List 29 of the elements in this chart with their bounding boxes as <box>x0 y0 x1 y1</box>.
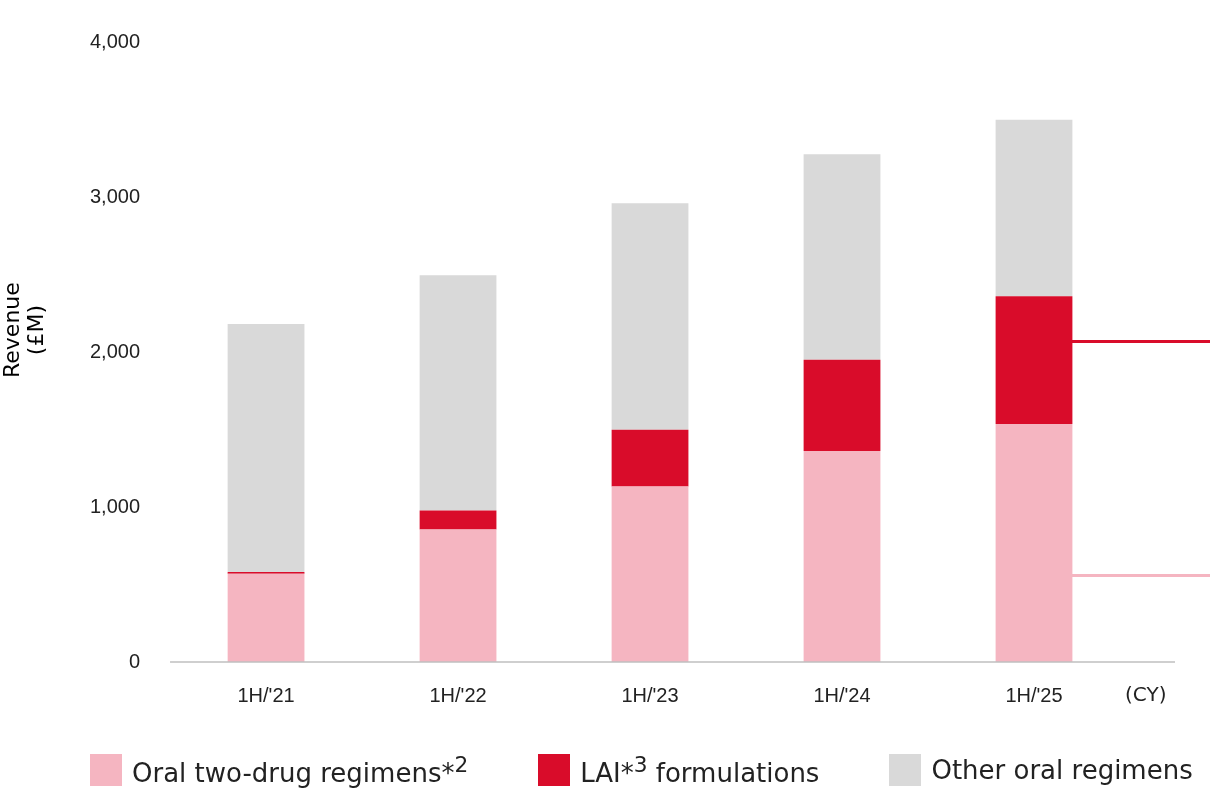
x-tick-label: 1H/'21 <box>237 683 295 706</box>
bar <box>611 203 689 430</box>
x-tick-label: 1H/'25 <box>1005 683 1063 706</box>
legend-label: LAI*$^{3}$ formulations <box>580 752 820 788</box>
x-tick-label: 1H/'22 <box>429 683 487 706</box>
legend-label: Oral two-drug regimens*$^{2}$ <box>132 752 469 788</box>
bar <box>419 510 497 530</box>
y-tick-label: 4,000 <box>89 29 141 52</box>
y-tick-label: 0 <box>128 649 141 672</box>
bar <box>803 450 881 662</box>
bar <box>611 429 689 487</box>
bar <box>995 296 1073 424</box>
y-tick-label: 2,000 <box>89 339 141 362</box>
bar <box>611 486 689 662</box>
bar <box>227 573 305 662</box>
y-tick-label: 3,000 <box>89 184 141 207</box>
bar <box>803 154 881 360</box>
bar <box>995 423 1073 662</box>
x-tick-label: 1H/'23 <box>621 683 679 706</box>
bar <box>227 324 305 573</box>
bar <box>419 275 497 511</box>
text: (CY) <box>1125 682 1167 707</box>
y-axis-title: Revenue (£M) <box>0 282 48 378</box>
bar <box>419 529 497 662</box>
bar <box>803 359 881 451</box>
y-tick-label: 1,000 <box>89 494 141 517</box>
bar <box>995 119 1073 297</box>
legend-label: Other oral regimens <box>931 754 1193 785</box>
x-tick-label: 1H/'24 <box>813 683 871 706</box>
